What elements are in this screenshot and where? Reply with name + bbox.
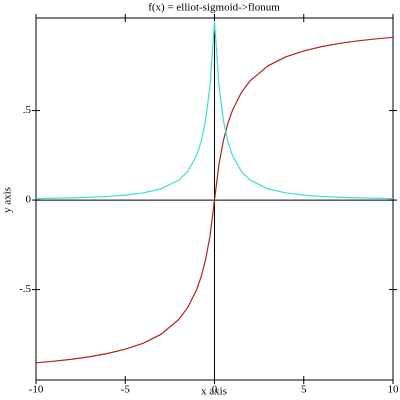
y-tick-label: -.5: [19, 283, 31, 295]
chart-title: f(x) = elliot-sigmoid->flonum: [148, 2, 280, 14]
x-axis-label: x axis: [201, 386, 227, 398]
series-line: [35, 21, 394, 200]
y-tick-label: .5: [23, 104, 32, 116]
y-tick-label: 0: [26, 194, 32, 206]
x-tick-label: -5: [121, 384, 131, 396]
x-tick-label: -10: [29, 384, 44, 396]
x-tick-label: 0: [212, 384, 218, 396]
x-tick-label: 10: [388, 384, 400, 396]
y-axis-label: y axis: [2, 187, 14, 213]
x-tick-label: 5: [301, 384, 307, 396]
series-line: [35, 36, 394, 364]
